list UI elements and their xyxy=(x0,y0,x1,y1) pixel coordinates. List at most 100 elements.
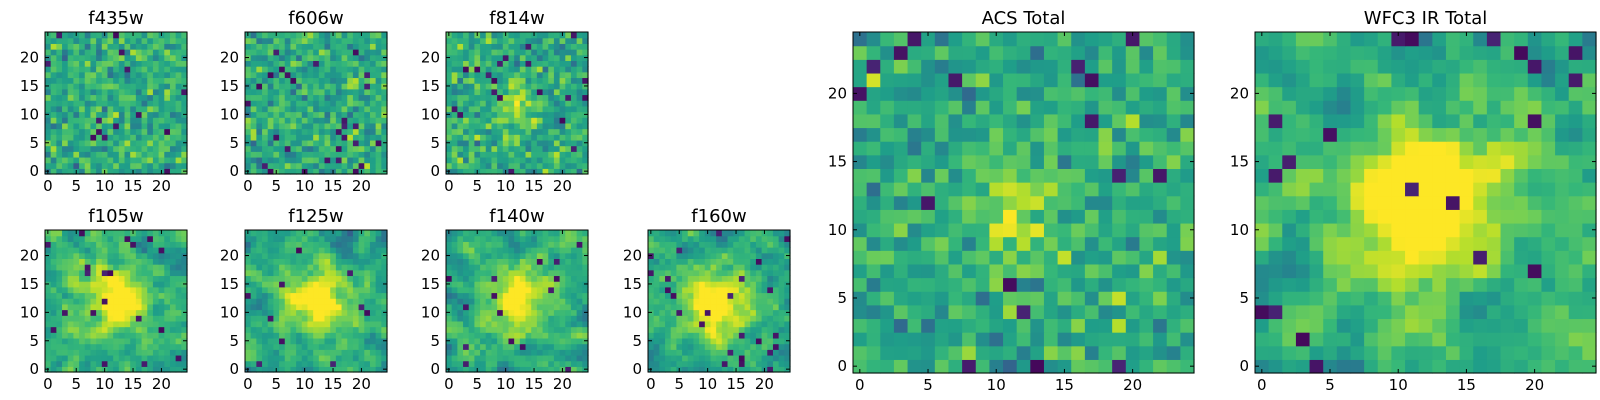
heatmap-cell xyxy=(62,122,69,130)
heatmap-cell xyxy=(135,269,143,277)
heatmap-cell xyxy=(1153,277,1168,292)
heatmap-cell xyxy=(989,332,1004,347)
heatmap-cell xyxy=(570,60,578,67)
heatmap-cell xyxy=(548,292,555,299)
heatmap-cell xyxy=(358,241,365,248)
heatmap-cell xyxy=(267,145,274,152)
heatmap-cell xyxy=(375,309,382,316)
heatmap-cell xyxy=(73,275,80,282)
heatmap-cell xyxy=(296,292,303,299)
heatmap-cell xyxy=(169,145,177,152)
heatmap-cell xyxy=(733,337,740,345)
heatmap-cell xyxy=(290,117,297,124)
heatmap-cell xyxy=(699,326,706,333)
heatmap-cell xyxy=(457,264,464,271)
heatmap-cell xyxy=(536,139,544,147)
heatmap-cell xyxy=(542,349,549,356)
heatmap-cell xyxy=(330,88,337,96)
heatmap-cell xyxy=(175,281,182,288)
heatmap-cell xyxy=(73,117,80,124)
heatmap-cell xyxy=(699,252,706,259)
heatmap-cell xyxy=(50,139,57,147)
heatmap-cell xyxy=(152,37,160,44)
heatmap-cell xyxy=(73,145,80,152)
heatmap-cell xyxy=(250,315,257,322)
heatmap-cell xyxy=(548,298,555,305)
heatmap-cell xyxy=(301,77,309,84)
heatmap-cell xyxy=(514,264,521,271)
heatmap-cell xyxy=(301,349,309,356)
heatmap-cell xyxy=(90,241,97,248)
heatmap-cell xyxy=(118,354,126,362)
heatmap-cell xyxy=(290,77,297,84)
heatmap-cell xyxy=(548,122,555,130)
heatmap-cell xyxy=(118,303,126,311)
heatmap-cell xyxy=(921,263,936,279)
heatmap-cell xyxy=(727,241,734,248)
heatmap-cell xyxy=(375,71,382,79)
heatmap-cell xyxy=(250,139,257,147)
heatmap-cell xyxy=(531,100,538,107)
heatmap-cell xyxy=(542,241,549,248)
heatmap-cell xyxy=(313,343,320,350)
heatmap-cell xyxy=(514,281,521,288)
heatmap-cell xyxy=(502,349,510,356)
heatmap-cell xyxy=(107,241,114,248)
heatmap-cell xyxy=(553,37,561,44)
heatmap-cell xyxy=(152,71,160,79)
heatmap-cell xyxy=(124,292,131,299)
heatmap-cell xyxy=(147,122,154,130)
heatmap-cell xyxy=(267,139,274,147)
heatmap-cell xyxy=(480,145,487,152)
heatmap-cell xyxy=(750,298,757,305)
heatmap-cell xyxy=(324,326,331,333)
heatmap-cell xyxy=(463,298,470,305)
heatmap-cell xyxy=(907,263,922,279)
heatmap-cell xyxy=(721,309,729,316)
heatmap-cell xyxy=(468,117,475,124)
heatmap-cell xyxy=(152,139,160,147)
heatmap-cell xyxy=(1043,359,1059,374)
heatmap-cell xyxy=(670,366,677,373)
heatmap-cell xyxy=(457,32,464,39)
heatmap-cell xyxy=(113,83,120,90)
heatmap-cell xyxy=(181,315,188,322)
heatmap-cell xyxy=(347,168,354,175)
heatmap-cell xyxy=(536,60,544,67)
heatmap-cell xyxy=(307,117,314,124)
heatmap-cell xyxy=(474,60,481,67)
heatmap-cell xyxy=(141,162,148,169)
heatmap-cell xyxy=(141,235,148,242)
heatmap-cell xyxy=(1125,168,1141,183)
heatmap-cell xyxy=(582,269,589,277)
heatmap-cell xyxy=(457,37,464,44)
heatmap-cell xyxy=(531,60,538,67)
heatmap-cell xyxy=(778,349,785,356)
heatmap-cell xyxy=(761,303,768,311)
heatmap-cell xyxy=(676,264,683,271)
heatmap-cell xyxy=(565,292,572,299)
heatmap-cell xyxy=(141,37,148,44)
heatmap-cell xyxy=(519,94,527,101)
heatmap-cell xyxy=(352,343,360,350)
heatmap-cell xyxy=(175,162,182,169)
heatmap-cell xyxy=(284,247,292,254)
heatmap-cell xyxy=(250,71,257,79)
heatmap-cell xyxy=(553,60,561,67)
heatmap-cell xyxy=(565,286,572,294)
heatmap-cell xyxy=(79,88,86,96)
heatmap-cell xyxy=(463,139,470,147)
heatmap-cell xyxy=(279,281,286,288)
heatmap-cell xyxy=(1084,195,1100,210)
heatmap-cell xyxy=(90,343,97,350)
heatmap-cell xyxy=(90,366,97,373)
heatmap-cell xyxy=(67,71,74,79)
heatmap-cell xyxy=(514,37,521,44)
y-tick-label: 5 xyxy=(29,332,39,350)
heatmap-cell xyxy=(451,168,458,175)
heatmap-cell xyxy=(1003,236,1018,251)
heatmap-cell xyxy=(468,83,475,90)
heatmap-cell xyxy=(1016,222,1031,238)
heatmap-cell xyxy=(250,298,257,305)
